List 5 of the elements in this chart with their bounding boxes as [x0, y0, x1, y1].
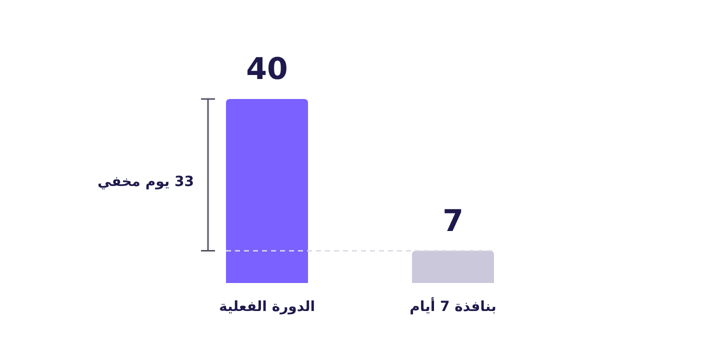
- data-label: 7: [442, 204, 464, 239]
- x-tick-label: الدورة الفعلية: [219, 299, 315, 315]
- x-tick-label: بنافذة 7 أيام: [410, 297, 496, 315]
- text: 33 يوم مخفي: [97, 174, 194, 190]
- data-label: 40: [246, 52, 288, 87]
